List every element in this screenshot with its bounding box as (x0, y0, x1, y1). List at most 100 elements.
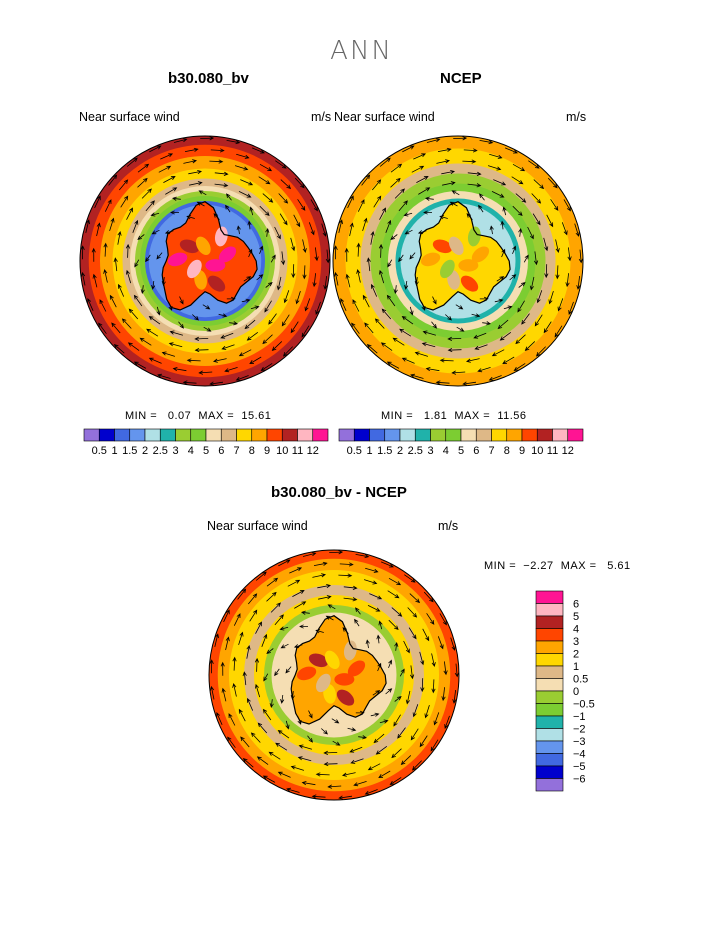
wind-arrow (509, 274, 517, 281)
colorbar-tick-label: 2 (573, 649, 579, 661)
wind-arrow (412, 704, 419, 718)
wind-arrow (280, 251, 286, 266)
wind-arrow (392, 337, 405, 346)
max-value: 5.61 (607, 560, 631, 572)
wind-arrow (232, 682, 237, 697)
wind-arrow (163, 176, 176, 183)
wind-arrow (423, 210, 432, 215)
wind-arrow (494, 298, 504, 303)
wind-arrow (263, 673, 269, 682)
wind-arrow (426, 613, 435, 625)
wind-arrow (574, 223, 580, 237)
wind-arrow (496, 276, 505, 282)
colorbar-swatch (491, 428, 508, 442)
wind-arrow (345, 273, 351, 288)
wind-arrow (244, 319, 256, 330)
wind-arrow (179, 296, 184, 305)
units-label-obs: m/s (566, 110, 587, 124)
colorbar-swatch (506, 428, 523, 442)
wind-arrow (242, 671, 247, 686)
colorbar-tick-label: −3 (573, 736, 586, 748)
contour-patch (347, 660, 366, 677)
wind-arrow (274, 614, 284, 626)
wind-arrow (308, 222, 315, 236)
min-label: MIN = (484, 560, 517, 572)
wind-arrow (226, 193, 232, 201)
variable-label-obs: Near surface wind (334, 110, 435, 124)
wind-arrow (304, 298, 311, 312)
wind-arrow (214, 633, 219, 647)
wind-arrow (186, 358, 201, 363)
wind-arrow (467, 183, 482, 188)
wind-arrow (172, 196, 181, 201)
wind-arrow (126, 157, 138, 167)
coastline (414, 201, 511, 311)
wind-arrow (378, 620, 383, 630)
units-label-diff: m/s (438, 519, 459, 533)
min-value: 1.81 (423, 410, 448, 422)
wind-arrow (515, 334, 526, 345)
wind-arrow (374, 318, 385, 329)
min-max-model: MIN = 0.07 MAX = 15.61 (125, 410, 271, 422)
wind-arrow (315, 772, 330, 777)
wind-arrow (329, 550, 344, 555)
wind-arrow (262, 334, 273, 345)
wind-arrow (313, 561, 328, 566)
wind-arrow (121, 318, 132, 329)
wind-arrow (224, 367, 238, 373)
wind-arrow (165, 187, 178, 195)
wind-arrow (139, 337, 152, 346)
colorbar-tick-label: 0 (573, 686, 579, 698)
wind-arrow (557, 298, 564, 312)
wind-arrow (226, 140, 241, 145)
colorbar-tick-label: 1 (573, 661, 579, 673)
wind-arrow (310, 199, 318, 212)
colorbar-swatch (567, 428, 584, 442)
wind-arrow (352, 299, 360, 312)
wind-arrow (256, 756, 269, 765)
wind-arrow (497, 319, 509, 330)
wind-arrow (321, 728, 328, 735)
wind-arrow (424, 704, 430, 719)
wind-arrow (343, 597, 358, 602)
colorbar-tick-label: 6 (473, 445, 479, 457)
colorbar-tick-label: −6 (573, 774, 586, 786)
wind-arrow (186, 215, 195, 220)
wind-arrow (367, 763, 381, 771)
wind-arrow (218, 313, 228, 318)
colorbar-swatch (535, 665, 564, 679)
wind-arrow (238, 349, 252, 357)
wind-arrow (379, 157, 391, 167)
colorbar-swatch (535, 678, 564, 692)
wind-arrow (243, 276, 252, 282)
wind-arrow (259, 163, 273, 172)
wind-arrow (118, 179, 129, 191)
wind-arrow (502, 206, 507, 216)
colorbar-tick-label: 10 (276, 445, 288, 457)
map-border (332, 135, 584, 387)
wind-arrow (126, 269, 132, 284)
wind-arrow (353, 781, 367, 787)
wind-arrow (391, 607, 403, 617)
colorbar-tick-label: 4 (573, 624, 579, 636)
wind-arrow (479, 140, 494, 145)
wind-arrow (366, 257, 371, 272)
wind-arrow (194, 336, 209, 341)
wind-arrow (286, 787, 300, 793)
wind-arrow (279, 213, 288, 226)
colorbar-swatch (414, 428, 431, 442)
wind-arrow (318, 595, 332, 600)
wind-arrow (376, 634, 381, 644)
wind-vectors (80, 136, 330, 386)
wind-arrow (278, 559, 291, 567)
wind-arrow (103, 242, 108, 257)
wind-arrow (447, 347, 462, 353)
wind-arrow (203, 326, 212, 332)
wind-arrow (422, 628, 430, 642)
wind-arrow (439, 613, 447, 626)
wind-arrow (431, 679, 436, 694)
wind-arrow (290, 765, 305, 771)
wind-arrow (170, 210, 179, 215)
colorbar-swatch (83, 428, 100, 442)
wind-arrow (261, 633, 268, 647)
